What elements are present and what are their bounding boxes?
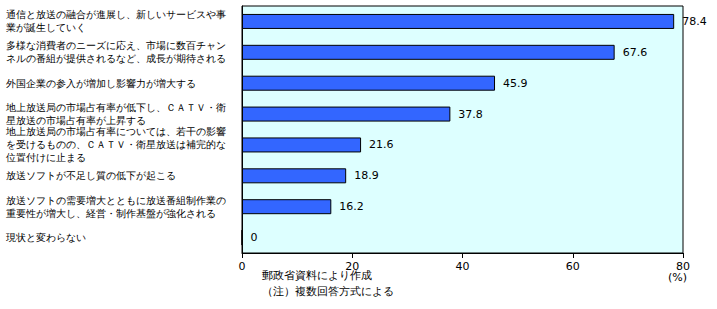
svg-text:16.2: 16.2 <box>339 200 364 213</box>
svg-text:40: 40 <box>456 260 470 273</box>
svg-text:0: 0 <box>251 231 258 244</box>
svg-text:業が誕生していく: 業が誕生していく <box>6 22 86 33</box>
svg-text:通信と放送の融合が進展し、新しいサービスや事: 通信と放送の融合が進展し、新しいサービスや事 <box>6 9 226 20</box>
svg-text:多様な消費者のニーズに応え、市場に数百チャン: 多様な消費者のニーズに応え、市場に数百チャン <box>6 40 226 51</box>
svg-text:45.9: 45.9 <box>503 77 527 90</box>
svg-text:地上放送局の市場占有率については、若干の影響: 地上放送局の市場占有率については、若干の影響 <box>5 126 226 137</box>
svg-text:ネルの番組が提供されるなど、成長が期待される: ネルの番組が提供されるなど、成長が期待される <box>6 53 226 64</box>
svg-text:80: 80 <box>676 260 690 273</box>
svg-text:放送ソフトの需要増大とともに放送番組制作業の: 放送ソフトの需要増大とともに放送番組制作業の <box>6 195 226 206</box>
svg-text:を受けるものの、ＣＡＴＶ・衛星放送は補完的な: を受けるものの、ＣＡＴＶ・衛星放送は補完的な <box>6 139 226 150</box>
svg-text:重要性が増大し、経営・制作基盤が強化される: 重要性が増大し、経営・制作基盤が強化される <box>6 208 216 219</box>
svg-text:21.6: 21.6 <box>369 138 394 151</box>
svg-text:37.8: 37.8 <box>458 108 483 121</box>
svg-text:地上放送局の市場占有率が低下し、ＣＡＴＶ・衛: 地上放送局の市場占有率が低下し、ＣＡＴＶ・衛 <box>5 102 226 113</box>
svg-text:星放送の市場占有率が上昇する: 星放送の市場占有率が上昇する <box>6 115 146 126</box>
svg-text:外国企業の参入が増加し影響力が増大する: 外国企業の参入が増加し影響力が増大する <box>6 78 196 89</box>
svg-text:現状と変わらない: 現状と変わらない <box>6 232 86 243</box>
svg-text:位置付けに止まる: 位置付けに止まる <box>6 152 86 163</box>
svg-text:0: 0 <box>239 260 246 273</box>
svg-text:20: 20 <box>345 260 359 273</box>
svg-text:郵政省資料により作成: 郵政省資料により作成 <box>262 269 372 282</box>
svg-text:18.9: 18.9 <box>354 169 379 182</box>
svg-text:60: 60 <box>566 260 580 273</box>
svg-text:78.4: 78.4 <box>682 15 707 28</box>
svg-text:（注）複数回答方式による: （注）複数回答方式による <box>262 285 394 298</box>
svg-text:67.6: 67.6 <box>623 46 648 59</box>
svg-text:放送ソフトが不足し質の低下が起こる: 放送ソフトが不足し質の低下が起こる <box>6 170 176 181</box>
